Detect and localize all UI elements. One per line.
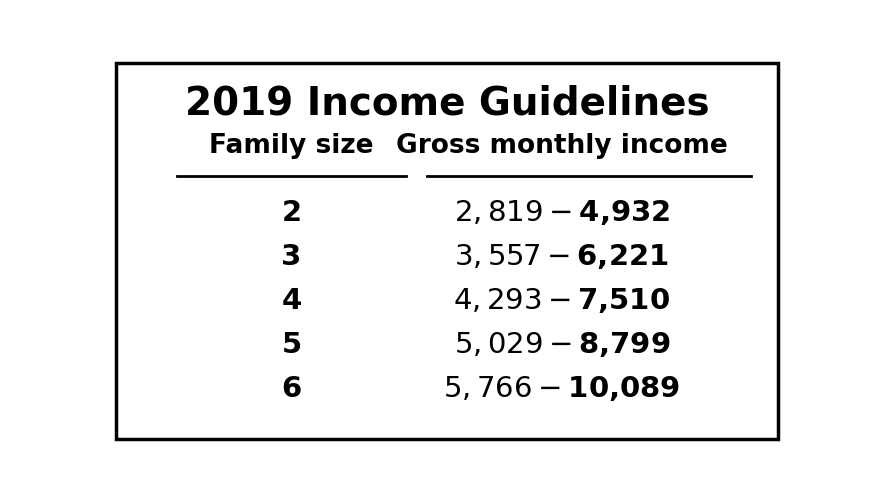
Text: 6: 6	[282, 375, 302, 403]
Text: Family size: Family size	[209, 133, 374, 159]
Text: 2019 Income Guidelines: 2019 Income Guidelines	[185, 84, 709, 123]
FancyBboxPatch shape	[116, 64, 778, 438]
Text: $2,819-$4,932: $2,819-$4,932	[453, 198, 670, 227]
Text: $5,029-$8,799: $5,029-$8,799	[453, 330, 670, 359]
Text: 4: 4	[282, 287, 302, 315]
Text: 2: 2	[282, 199, 302, 227]
Text: $5,766-$10,089: $5,766-$10,089	[443, 374, 680, 403]
Text: 3: 3	[282, 243, 302, 271]
Text: $4,293-$7,510: $4,293-$7,510	[453, 286, 671, 315]
Text: 5: 5	[282, 331, 302, 359]
Text: Gross monthly income: Gross monthly income	[396, 133, 727, 159]
Text: $3,557-$6,221: $3,557-$6,221	[454, 242, 669, 271]
